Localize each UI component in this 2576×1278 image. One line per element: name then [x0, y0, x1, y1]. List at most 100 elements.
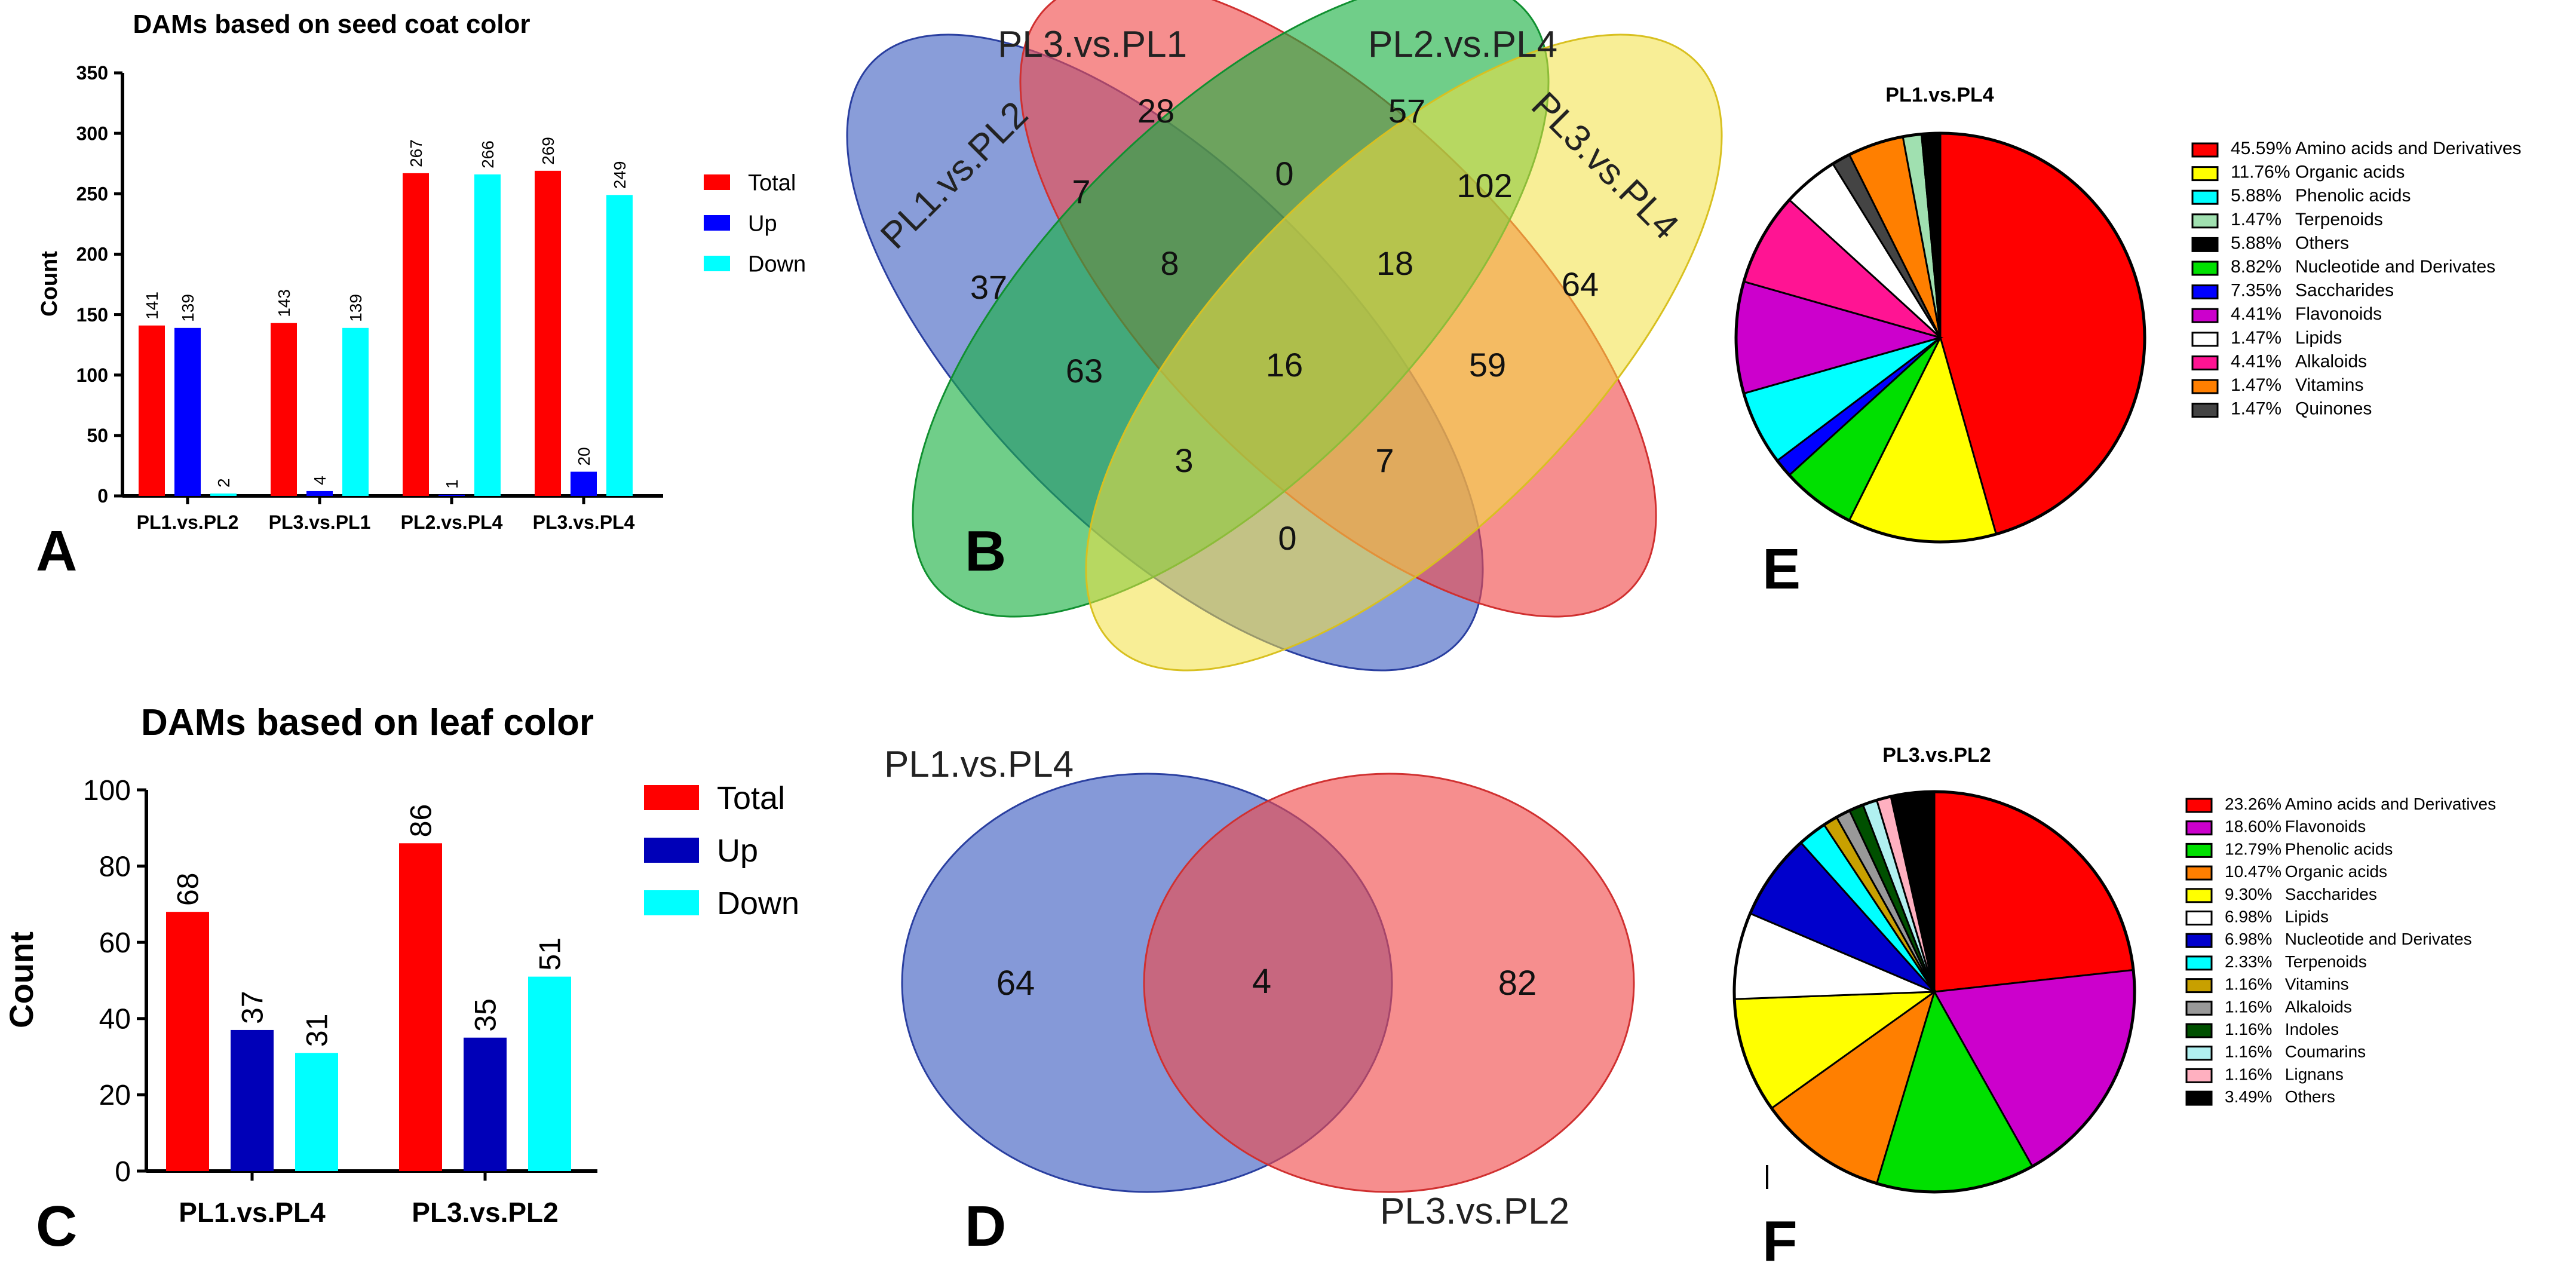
legend-label-phenolic-acids: Phenolic acids [2295, 186, 2411, 206]
legend-label-amino-acids-and-derivatives: Amino acids and Derivatives [2285, 795, 2496, 813]
legend-swatch-nucleotide-and-derivates [2185, 933, 2213, 948]
bar-value-total-pl3-vs-pl2: 86 [404, 804, 438, 838]
bar-value-total-pl1-vs-pl2: 141 [143, 292, 161, 320]
legend-pct-amino-acids-and-derivatives: 45.59% [2231, 139, 2292, 158]
legend-swatch-lipids [2185, 911, 2213, 925]
legend-swatch-lipids [2191, 332, 2219, 347]
bar-total-pl3-vs-pl1 [271, 323, 297, 496]
panel-label-a: A [36, 519, 77, 583]
legend-swatch-down [644, 890, 699, 915]
y-tick-label-50: 50 [87, 425, 108, 446]
y-tick-label-20: 20 [99, 1080, 131, 1111]
venn-b-region-cd: 102 [1456, 167, 1512, 204]
legend-swatch-lignans [2185, 1068, 2213, 1083]
panel-b-four-set-venn: PL3.vs.PL1 PL2.vs.PL4 PL1.vs.PL2 PL3.vs.… [846, 0, 1723, 672]
bar-value-total-pl2-vs-pl4: 267 [407, 139, 425, 167]
legend-pct-lignans: 1.16% [2225, 1065, 2272, 1083]
legend-label-vitamins: Vitamins [2295, 375, 2364, 395]
legend-pct-amino-acids-and-derivatives: 23.26% [2225, 795, 2281, 813]
legend-label-alkaloids: Alkaloids [2295, 351, 2367, 371]
legend-pct-organic-acids: 11.76% [2231, 163, 2290, 182]
legend-pct-phenolic-acids: 5.88% [2231, 186, 2281, 206]
legend-swatch-nucleotide-and-derivates [2191, 260, 2219, 276]
legend-pct-saccharides: 7.35% [2231, 281, 2281, 301]
legend-label-terpenoids: Terpenoids [2295, 210, 2383, 229]
legend-label-flavonoids: Flavonoids [2285, 817, 2366, 836]
y-tick-label-250: 250 [76, 183, 108, 204]
legend-pct-terpenoids: 1.47% [2231, 210, 2281, 229]
x-tick-label-pl3-vs-pl4: PL3.vs.PL4 [533, 511, 635, 533]
venn-b-region-pl3pl4-only: 64 [1562, 265, 1599, 303]
bar-value-total-pl3-vs-pl4: 269 [539, 137, 557, 165]
bar-value-up-pl2-vs-pl4: 1 [443, 479, 461, 489]
bar-value-up-pl1-vs-pl2: 139 [179, 294, 197, 322]
y-axis-title: Count [37, 251, 62, 317]
legend-swatch-total [644, 785, 699, 810]
bar-value-up-pl3-vs-pl1: 4 [311, 476, 329, 485]
legend-label-total: Total [748, 170, 796, 195]
bar-value-total-pl3-vs-pl1: 143 [275, 289, 293, 317]
legend-pct-quinones: 1.47% [2231, 399, 2281, 419]
legend-label-phenolic-acids: Phenolic acids [2285, 839, 2393, 858]
legend-label-lipids: Lipids [2285, 908, 2329, 926]
legend-label-organic-acids: Organic acids [2295, 163, 2405, 182]
legend-label-indoles: Indoles [2285, 1020, 2339, 1038]
bar-up-pl2-vs-pl4 [438, 494, 465, 496]
venn-b-region-pl3pl1-only: 28 [1137, 92, 1174, 130]
venn-b-region-abd: 7 [1375, 442, 1394, 479]
legend-label-amino-acids-and-derivatives: Amino acids and Derivatives [2295, 139, 2522, 158]
legend-pct-saccharides: 9.30% [2225, 885, 2272, 903]
legend-swatch-down [704, 256, 730, 271]
bar-down-pl1-vs-pl4 [295, 1053, 338, 1171]
y-tick-label-200: 200 [76, 244, 108, 265]
legend-swatch-others [2185, 1090, 2213, 1106]
legend-label-saccharides: Saccharides [2295, 281, 2394, 301]
chart-title: DAMs based on leaf color [141, 702, 594, 743]
legend-swatch-alkaloids [2185, 1000, 2213, 1016]
bar-up-pl1-vs-pl2 [174, 327, 201, 496]
legend-swatch-flavonoids [2191, 308, 2219, 323]
y-tick-label-300: 300 [76, 122, 108, 144]
y-tick-label-350: 350 [76, 62, 108, 84]
legend-swatch-total [704, 174, 730, 190]
legend-label-saccharides: Saccharides [2285, 885, 2377, 903]
legend-label-up: Up [748, 211, 777, 236]
legend-pct-phenolic-acids: 12.79% [2225, 839, 2281, 858]
bar-value-down-pl1-vs-pl4: 31 [300, 1014, 334, 1047]
bar-up-pl3-vs-pl1 [306, 491, 333, 496]
venn-b-region-ab: 7 [1072, 173, 1090, 210]
venn-b-shapes [846, 0, 1723, 672]
legend-swatch-amino-acids-and-derivatives [2185, 798, 2213, 813]
bar-up-pl3-vs-pl4 [571, 471, 597, 496]
legend-swatch-indoles [2185, 1023, 2213, 1038]
y-tick-label-80: 80 [99, 851, 131, 882]
bar-down-pl1-vs-pl2 [210, 493, 237, 496]
bar-total-pl1-vs-pl4 [166, 912, 209, 1171]
legend-label-nucleotide-and-derivates: Nucleotide and Derivates [2285, 930, 2472, 948]
legend-pct-lipids: 1.47% [2231, 328, 2281, 348]
legend-swatch-terpenoids [2191, 213, 2219, 229]
y-tick-label-0: 0 [115, 1156, 131, 1188]
venn-b-region-bd: 59 [1469, 346, 1506, 384]
panel-label-f: F [1762, 1209, 1798, 1273]
venn-b-region-ad: 0 [1278, 519, 1296, 557]
venn-b-region-bcd: 18 [1376, 244, 1413, 282]
venn-b-region-pl2pl4-only: 57 [1388, 92, 1425, 130]
legend-swatch-phenolic-acids [2185, 842, 2213, 858]
panel-label-c: C [36, 1194, 77, 1258]
legend-swatch-flavonoids [2185, 820, 2213, 836]
legend-pct-nucleotide-and-derivates: 6.98% [2225, 930, 2272, 948]
bar-value-total-pl1-vs-pl4: 68 [171, 873, 205, 906]
bar-up-pl1-vs-pl4 [231, 1029, 274, 1171]
legend-swatch-terpenoids [2185, 955, 2213, 971]
venn-set-pl3-vs-pl4 [1085, 33, 1723, 672]
panel-a-seed-coat-bar-chart: DAMs based on seed coat color 0 50 100 150 20… [37, 10, 806, 533]
bar-down-pl3-vs-pl4 [606, 195, 633, 496]
legend-swatch-vitamins [2191, 379, 2219, 394]
panel-e-pie-chart: PL1.vs.PL4 45.59% Amino acids and Derivati… [1734, 84, 2522, 544]
legend-label-up: Up [717, 833, 758, 869]
bar-value-up-pl3-vs-pl4: 20 [575, 447, 593, 465]
legend-pct-flavonoids: 18.60% [2225, 817, 2281, 836]
bar-down-pl2-vs-pl4 [474, 174, 501, 496]
legend-label-down: Down [748, 252, 806, 277]
